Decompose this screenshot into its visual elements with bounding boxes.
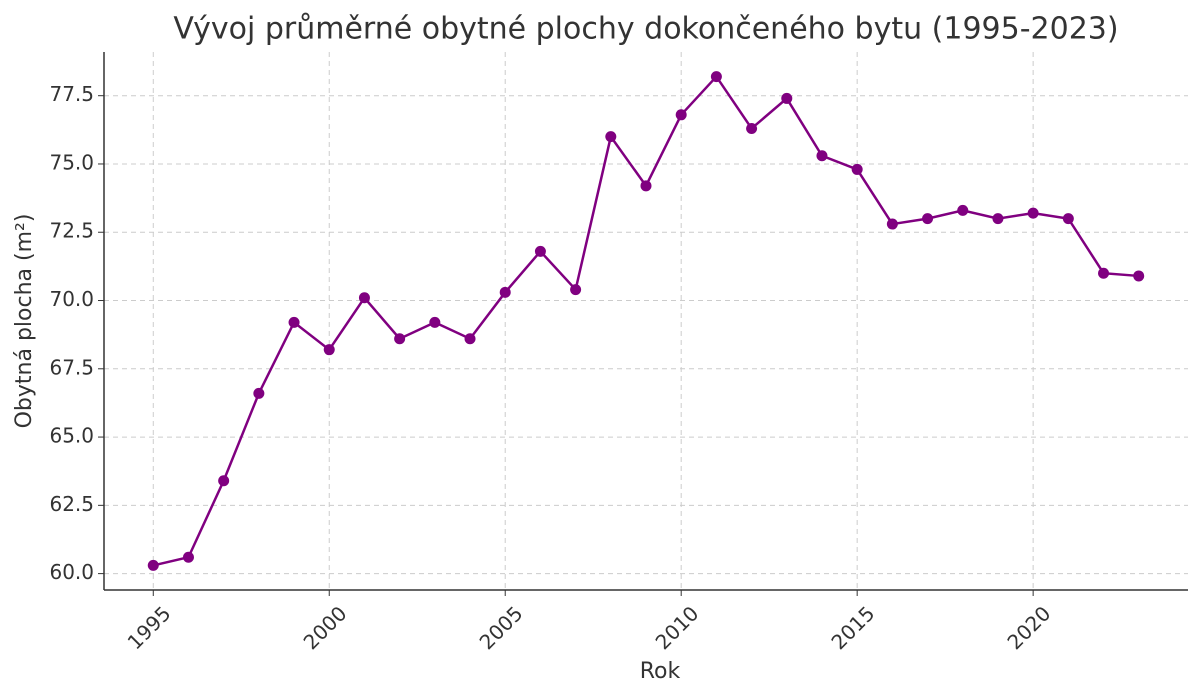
data-point <box>358 292 370 304</box>
data-point <box>253 387 265 399</box>
x-axis-label: Rok <box>640 659 681 684</box>
x-tick-label: 2005 <box>475 601 528 654</box>
data-point <box>605 131 617 143</box>
data-point <box>675 109 687 121</box>
data-point <box>534 245 546 257</box>
data-point <box>1062 213 1074 225</box>
data-point <box>429 316 441 328</box>
y-tick-label: 67.5 <box>49 355 94 379</box>
x-tick-label: 2010 <box>651 601 704 654</box>
x-tick-label: 2020 <box>1002 601 1055 654</box>
data-point <box>710 71 722 83</box>
data-point <box>1133 270 1145 282</box>
data-point <box>182 551 194 563</box>
data-point <box>147 559 159 571</box>
data-point <box>957 204 969 216</box>
data-point <box>1027 207 1039 219</box>
x-tick-label: 2015 <box>826 601 879 654</box>
data-point <box>746 122 758 134</box>
y-tick-label: 77.5 <box>49 82 94 106</box>
x-tick-label: 2000 <box>299 601 352 654</box>
chart-title: Vývoj průměrné obytné plochy dokončeného… <box>173 12 1118 47</box>
y-tick-label: 60.0 <box>49 560 94 584</box>
x-tick-label: 1995 <box>123 601 176 654</box>
data-point <box>781 92 793 104</box>
data-point <box>922 213 934 225</box>
data-point <box>570 284 582 296</box>
y-axis-label: Obytná plocha (m²) <box>12 214 37 429</box>
data-point <box>886 218 898 230</box>
data-line <box>152 74 1139 567</box>
y-tick-label: 62.5 <box>49 492 94 516</box>
data-point <box>851 163 863 175</box>
data-point <box>816 150 828 162</box>
data-point <box>992 213 1004 225</box>
y-tick-label: 65.0 <box>49 424 94 448</box>
data-point <box>288 316 300 328</box>
y-tick-label: 72.5 <box>49 219 94 243</box>
y-tick-label: 70.0 <box>49 287 94 311</box>
data-point <box>499 286 511 298</box>
y-tick-label: 75.0 <box>49 150 94 174</box>
data-point <box>640 180 652 192</box>
data-point <box>323 344 335 356</box>
data-point <box>394 333 406 345</box>
data-point <box>218 475 230 487</box>
data-point <box>464 333 476 345</box>
data-point <box>1098 267 1110 279</box>
